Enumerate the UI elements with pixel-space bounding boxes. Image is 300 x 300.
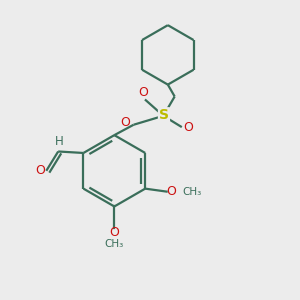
Text: CH₃: CH₃	[182, 187, 201, 196]
Text: O: O	[166, 185, 176, 198]
Text: H: H	[55, 135, 64, 148]
Text: O: O	[35, 164, 45, 177]
Text: O: O	[120, 116, 130, 129]
Text: O: O	[110, 226, 119, 239]
Text: O: O	[183, 121, 193, 134]
Text: S: S	[159, 108, 169, 122]
Text: CH₃: CH₃	[105, 239, 124, 249]
Text: O: O	[139, 86, 148, 99]
